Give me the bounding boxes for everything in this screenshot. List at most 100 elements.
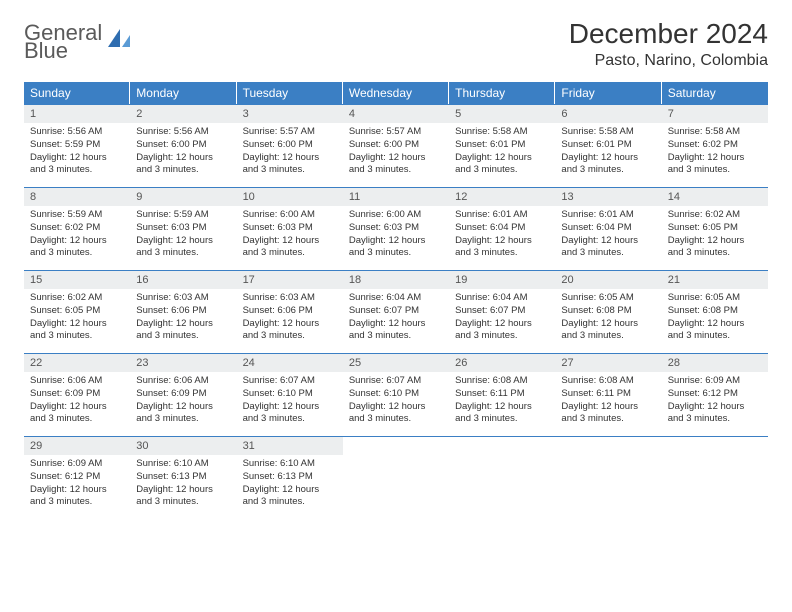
logo-sail-icon <box>106 27 132 58</box>
weekday-header: Saturday <box>662 82 768 104</box>
day-body: Sunrise: 5:59 AMSunset: 6:02 PMDaylight:… <box>24 206 130 266</box>
sunset-text: Sunset: 6:01 PM <box>561 139 655 152</box>
day-cell: 12Sunrise: 6:01 AMSunset: 6:04 PMDayligh… <box>449 188 555 270</box>
date-number: 28 <box>662 354 768 372</box>
date-number: 16 <box>130 271 236 289</box>
daylight-text: Daylight: 12 hours and 3 minutes. <box>136 152 230 178</box>
daylight-text: Daylight: 12 hours and 3 minutes. <box>561 401 655 427</box>
date-number: 21 <box>662 271 768 289</box>
sunrise-text: Sunrise: 6:01 AM <box>561 209 655 222</box>
sunrise-text: Sunrise: 5:56 AM <box>136 126 230 139</box>
week-row: 1Sunrise: 5:56 AMSunset: 5:59 PMDaylight… <box>24 104 768 187</box>
day-cell: 26Sunrise: 6:08 AMSunset: 6:11 PMDayligh… <box>449 354 555 436</box>
daylight-text: Daylight: 12 hours and 3 minutes. <box>136 484 230 510</box>
day-body: Sunrise: 6:05 AMSunset: 6:08 PMDaylight:… <box>555 289 661 349</box>
day-body: Sunrise: 5:58 AMSunset: 6:01 PMDaylight:… <box>555 123 661 183</box>
sunrise-text: Sunrise: 5:57 AM <box>349 126 443 139</box>
daylight-text: Daylight: 12 hours and 3 minutes. <box>243 152 337 178</box>
daylight-text: Daylight: 12 hours and 3 minutes. <box>30 401 124 427</box>
date-number: 23 <box>130 354 236 372</box>
sunrise-text: Sunrise: 5:58 AM <box>561 126 655 139</box>
sunset-text: Sunset: 6:12 PM <box>668 388 762 401</box>
sunset-text: Sunset: 6:07 PM <box>455 305 549 318</box>
sunset-text: Sunset: 6:09 PM <box>136 388 230 401</box>
daylight-text: Daylight: 12 hours and 3 minutes. <box>30 235 124 261</box>
day-body: Sunrise: 6:02 AMSunset: 6:05 PMDaylight:… <box>24 289 130 349</box>
sunrise-text: Sunrise: 6:04 AM <box>455 292 549 305</box>
daylight-text: Daylight: 12 hours and 3 minutes. <box>668 318 762 344</box>
daylight-text: Daylight: 12 hours and 3 minutes. <box>668 235 762 261</box>
daylight-text: Daylight: 12 hours and 3 minutes. <box>668 401 762 427</box>
sunrise-text: Sunrise: 5:58 AM <box>455 126 549 139</box>
day-body: Sunrise: 5:58 AMSunset: 6:02 PMDaylight:… <box>662 123 768 183</box>
sunset-text: Sunset: 6:03 PM <box>243 222 337 235</box>
weekday-header: Tuesday <box>237 82 343 104</box>
day-body: Sunrise: 6:07 AMSunset: 6:10 PMDaylight:… <box>237 372 343 432</box>
sunset-text: Sunset: 6:11 PM <box>455 388 549 401</box>
date-number: 22 <box>24 354 130 372</box>
day-body: Sunrise: 6:03 AMSunset: 6:06 PMDaylight:… <box>237 289 343 349</box>
logo: General Blue <box>24 22 132 62</box>
date-number: 5 <box>449 105 555 123</box>
sunset-text: Sunset: 6:03 PM <box>136 222 230 235</box>
week-row: 8Sunrise: 5:59 AMSunset: 6:02 PMDaylight… <box>24 187 768 270</box>
sunset-text: Sunset: 6:06 PM <box>136 305 230 318</box>
day-body: Sunrise: 6:00 AMSunset: 6:03 PMDaylight:… <box>343 206 449 266</box>
sunrise-text: Sunrise: 5:56 AM <box>30 126 124 139</box>
sunrise-text: Sunrise: 6:02 AM <box>30 292 124 305</box>
day-body: Sunrise: 6:06 AMSunset: 6:09 PMDaylight:… <box>24 372 130 432</box>
day-body: Sunrise: 6:10 AMSunset: 6:13 PMDaylight:… <box>237 455 343 515</box>
sunrise-text: Sunrise: 6:07 AM <box>349 375 443 388</box>
day-cell: 13Sunrise: 6:01 AMSunset: 6:04 PMDayligh… <box>555 188 661 270</box>
day-cell: 1Sunrise: 5:56 AMSunset: 5:59 PMDaylight… <box>24 105 130 187</box>
daylight-text: Daylight: 12 hours and 3 minutes. <box>455 318 549 344</box>
day-cell: 24Sunrise: 6:07 AMSunset: 6:10 PMDayligh… <box>237 354 343 436</box>
date-number: 29 <box>24 437 130 455</box>
sunset-text: Sunset: 6:01 PM <box>455 139 549 152</box>
sunset-text: Sunset: 6:06 PM <box>243 305 337 318</box>
daylight-text: Daylight: 12 hours and 3 minutes. <box>136 401 230 427</box>
sunset-text: Sunset: 6:05 PM <box>668 222 762 235</box>
day-body: Sunrise: 5:59 AMSunset: 6:03 PMDaylight:… <box>130 206 236 266</box>
day-cell: 7Sunrise: 5:58 AMSunset: 6:02 PMDaylight… <box>662 105 768 187</box>
day-cell <box>449 437 555 519</box>
date-number: 18 <box>343 271 449 289</box>
daylight-text: Daylight: 12 hours and 3 minutes. <box>243 235 337 261</box>
sunrise-text: Sunrise: 5:58 AM <box>668 126 762 139</box>
day-body: Sunrise: 6:10 AMSunset: 6:13 PMDaylight:… <box>130 455 236 515</box>
day-body: Sunrise: 6:01 AMSunset: 6:04 PMDaylight:… <box>555 206 661 266</box>
day-cell: 21Sunrise: 6:05 AMSunset: 6:08 PMDayligh… <box>662 271 768 353</box>
day-body: Sunrise: 5:57 AMSunset: 6:00 PMDaylight:… <box>343 123 449 183</box>
sunrise-text: Sunrise: 6:08 AM <box>455 375 549 388</box>
sunrise-text: Sunrise: 5:57 AM <box>243 126 337 139</box>
daylight-text: Daylight: 12 hours and 3 minutes. <box>561 152 655 178</box>
week-row: 29Sunrise: 6:09 AMSunset: 6:12 PMDayligh… <box>24 436 768 519</box>
date-number: 11 <box>343 188 449 206</box>
day-body: Sunrise: 6:01 AMSunset: 6:04 PMDaylight:… <box>449 206 555 266</box>
sunrise-text: Sunrise: 6:02 AM <box>668 209 762 222</box>
sunrise-text: Sunrise: 6:01 AM <box>455 209 549 222</box>
daylight-text: Daylight: 12 hours and 3 minutes. <box>243 318 337 344</box>
day-cell: 5Sunrise: 5:58 AMSunset: 6:01 PMDaylight… <box>449 105 555 187</box>
day-body: Sunrise: 6:06 AMSunset: 6:09 PMDaylight:… <box>130 372 236 432</box>
sunrise-text: Sunrise: 5:59 AM <box>136 209 230 222</box>
sunrise-text: Sunrise: 6:10 AM <box>243 458 337 471</box>
sunrise-text: Sunrise: 6:03 AM <box>243 292 337 305</box>
week-row: 22Sunrise: 6:06 AMSunset: 6:09 PMDayligh… <box>24 353 768 436</box>
day-cell: 2Sunrise: 5:56 AMSunset: 6:00 PMDaylight… <box>130 105 236 187</box>
weekday-header: Monday <box>130 82 236 104</box>
sunset-text: Sunset: 5:59 PM <box>30 139 124 152</box>
date-number: 8 <box>24 188 130 206</box>
date-number: 12 <box>449 188 555 206</box>
day-body: Sunrise: 5:58 AMSunset: 6:01 PMDaylight:… <box>449 123 555 183</box>
day-cell: 20Sunrise: 6:05 AMSunset: 6:08 PMDayligh… <box>555 271 661 353</box>
day-cell: 30Sunrise: 6:10 AMSunset: 6:13 PMDayligh… <box>130 437 236 519</box>
header: General Blue December 2024 Pasto, Narino… <box>24 18 768 70</box>
daylight-text: Daylight: 12 hours and 3 minutes. <box>30 152 124 178</box>
day-body: Sunrise: 6:08 AMSunset: 6:11 PMDaylight:… <box>555 372 661 432</box>
day-body: Sunrise: 6:04 AMSunset: 6:07 PMDaylight:… <box>449 289 555 349</box>
date-number: 31 <box>237 437 343 455</box>
day-cell: 6Sunrise: 5:58 AMSunset: 6:01 PMDaylight… <box>555 105 661 187</box>
sunset-text: Sunset: 6:08 PM <box>561 305 655 318</box>
sunset-text: Sunset: 6:00 PM <box>243 139 337 152</box>
